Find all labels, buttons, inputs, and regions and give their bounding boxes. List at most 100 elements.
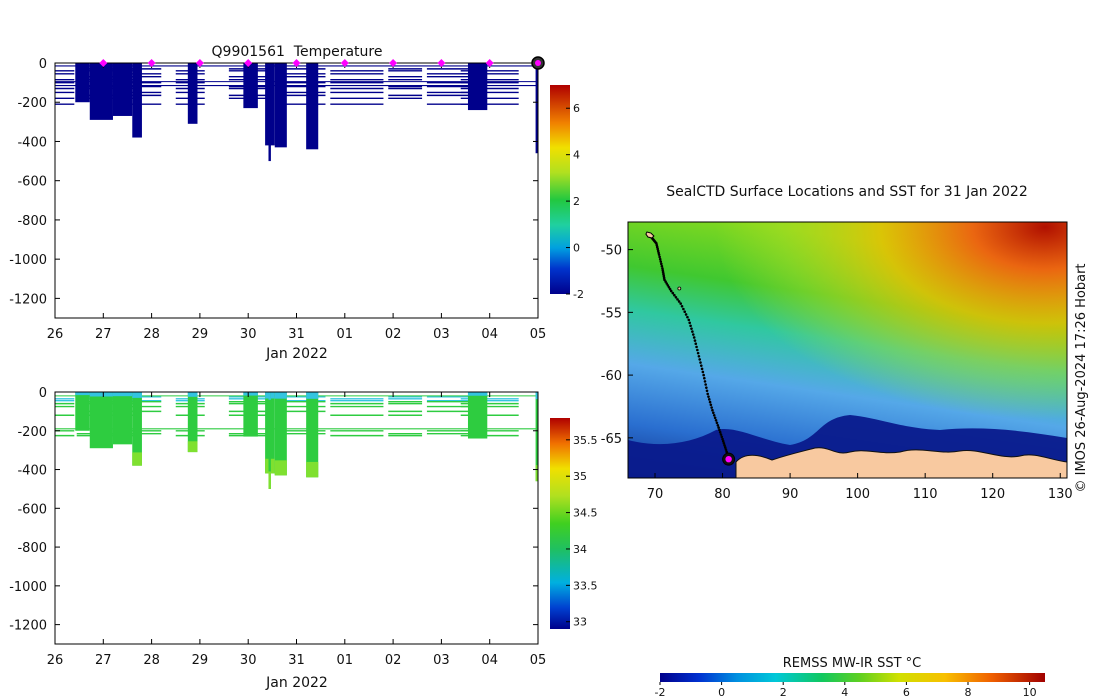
x-tick-label: 31 bbox=[288, 327, 305, 342]
colorbar-tick-label: 33 bbox=[573, 616, 587, 629]
y-tick-label: -800 bbox=[17, 214, 47, 229]
track-point bbox=[724, 448, 728, 451]
map-last-position-inner bbox=[725, 455, 732, 463]
track-point bbox=[677, 300, 681, 303]
profile-bar bbox=[274, 392, 287, 476]
surface-marker bbox=[340, 59, 349, 67]
x-tick-label: 31 bbox=[288, 653, 305, 668]
map-x-tick-label: 130 bbox=[1048, 487, 1073, 502]
sst-colorbar-tick-label: 2 bbox=[780, 686, 787, 699]
track-point bbox=[693, 339, 697, 342]
track-point bbox=[706, 392, 709, 396]
y-tick-label: -600 bbox=[17, 175, 47, 190]
profile-bar bbox=[89, 63, 113, 120]
track-point bbox=[705, 386, 708, 389]
map-x-tick-label: 110 bbox=[913, 487, 938, 502]
track-point bbox=[665, 282, 669, 285]
track-point bbox=[707, 395, 710, 398]
track-point bbox=[713, 416, 717, 420]
sst-colorbar bbox=[660, 673, 1045, 682]
sst-colorbar-tick-label: 10 bbox=[1023, 686, 1037, 699]
colorbar-tick-label: 0 bbox=[573, 242, 580, 255]
x-tick-label: 26 bbox=[47, 653, 64, 668]
x-tick-label: 01 bbox=[337, 653, 354, 668]
profile-surface-band bbox=[274, 392, 287, 399]
profile-bar bbox=[187, 63, 198, 124]
track-point bbox=[698, 358, 702, 361]
x-tick-label: 27 bbox=[95, 653, 112, 668]
y-tick-label: -1000 bbox=[9, 253, 47, 268]
track-point bbox=[721, 439, 725, 443]
track-point bbox=[718, 430, 722, 434]
y-tick-label: -400 bbox=[17, 464, 47, 479]
track-point bbox=[708, 400, 712, 404]
map-x-tick-label: 80 bbox=[714, 487, 731, 502]
track-point bbox=[718, 428, 721, 432]
x-tick-label: 05 bbox=[530, 653, 547, 668]
y-tick-label: -400 bbox=[17, 135, 47, 150]
track-point bbox=[719, 433, 723, 436]
temperature-title: Q9901561 Temperature bbox=[212, 44, 383, 60]
profile-deep-band bbox=[274, 460, 287, 476]
temperature-xlabel: Jan 2022 bbox=[265, 346, 328, 362]
temperature-panel: Q9901561 Temperature 0 -200 -400 -600 -800 -1… bbox=[9, 44, 584, 362]
track-point bbox=[668, 287, 672, 291]
map-x-tick-label: 100 bbox=[845, 487, 870, 502]
y-tick-label: -1000 bbox=[9, 580, 47, 595]
colorbar-tick-label: -2 bbox=[573, 288, 584, 301]
profile-surface-band bbox=[112, 392, 133, 397]
profile-surface-band bbox=[75, 392, 90, 396]
track-point bbox=[691, 330, 694, 333]
profile-bar bbox=[306, 392, 319, 478]
track-point bbox=[716, 423, 720, 427]
profile-surface-band bbox=[467, 392, 488, 396]
profile-deep-band bbox=[187, 441, 198, 453]
x-tick-label: 03 bbox=[433, 327, 450, 342]
temperature-colorbar bbox=[550, 85, 570, 294]
profile-bar bbox=[535, 63, 538, 154]
sst-colorbar-tick-label: 8 bbox=[965, 686, 972, 699]
track-point bbox=[690, 327, 693, 330]
track-point bbox=[663, 278, 666, 282]
track-point bbox=[703, 376, 706, 380]
y-tick-label: -800 bbox=[17, 541, 47, 556]
salinity-x-axis: 26 27 28 29 30 31 01 02 03 04 05 bbox=[47, 392, 547, 668]
map-x-tick-label: 120 bbox=[980, 487, 1005, 502]
track-point bbox=[723, 444, 726, 447]
sst-map-panel: SealCTD Surface Locations and SST for 31… bbox=[601, 184, 1089, 699]
profile-bar bbox=[467, 63, 488, 111]
track-point bbox=[707, 398, 711, 401]
track-point bbox=[695, 345, 698, 349]
track-point bbox=[712, 411, 715, 415]
colorbar-tick-label: 34.5 bbox=[573, 507, 598, 520]
temperature-x-axis: 26 27 28 29 30 31 01 02 03 04 05 bbox=[47, 63, 546, 342]
track-point bbox=[694, 342, 698, 346]
track-point bbox=[715, 421, 719, 425]
track-point bbox=[688, 321, 691, 325]
track-point bbox=[683, 310, 687, 314]
x-tick-label: 01 bbox=[337, 327, 354, 342]
profile-bar bbox=[112, 63, 133, 116]
x-tick-label: 26 bbox=[47, 327, 64, 342]
surface-marker bbox=[292, 59, 301, 67]
sst-colorbar-ticks: -2 0 2 4 6 8 10 bbox=[655, 682, 1037, 699]
sst-colorbar-tick-label: 0 bbox=[718, 686, 725, 699]
profile-deep-band bbox=[306, 461, 319, 478]
track-point bbox=[673, 293, 676, 297]
salinity-xlabel: Jan 2022 bbox=[265, 675, 328, 691]
profile-bar bbox=[243, 63, 258, 109]
credit-text: © IMOS 26-Aug-2024 17:26 Hobart bbox=[1074, 263, 1089, 492]
antarctic-land bbox=[735, 447, 1067, 478]
y-tick-label: -1200 bbox=[9, 619, 47, 634]
track-point bbox=[710, 406, 713, 409]
sst-colorbar-tick-label: -2 bbox=[655, 686, 666, 699]
map-x-tick-label: 70 bbox=[647, 487, 664, 502]
map-y-tick-label: -60 bbox=[601, 369, 622, 384]
track-point bbox=[702, 373, 705, 377]
track-point bbox=[705, 389, 709, 393]
profile-surface-band bbox=[187, 392, 198, 397]
surface-marker bbox=[99, 59, 108, 67]
salinity-colorbar bbox=[550, 418, 570, 629]
track-point bbox=[700, 367, 704, 371]
